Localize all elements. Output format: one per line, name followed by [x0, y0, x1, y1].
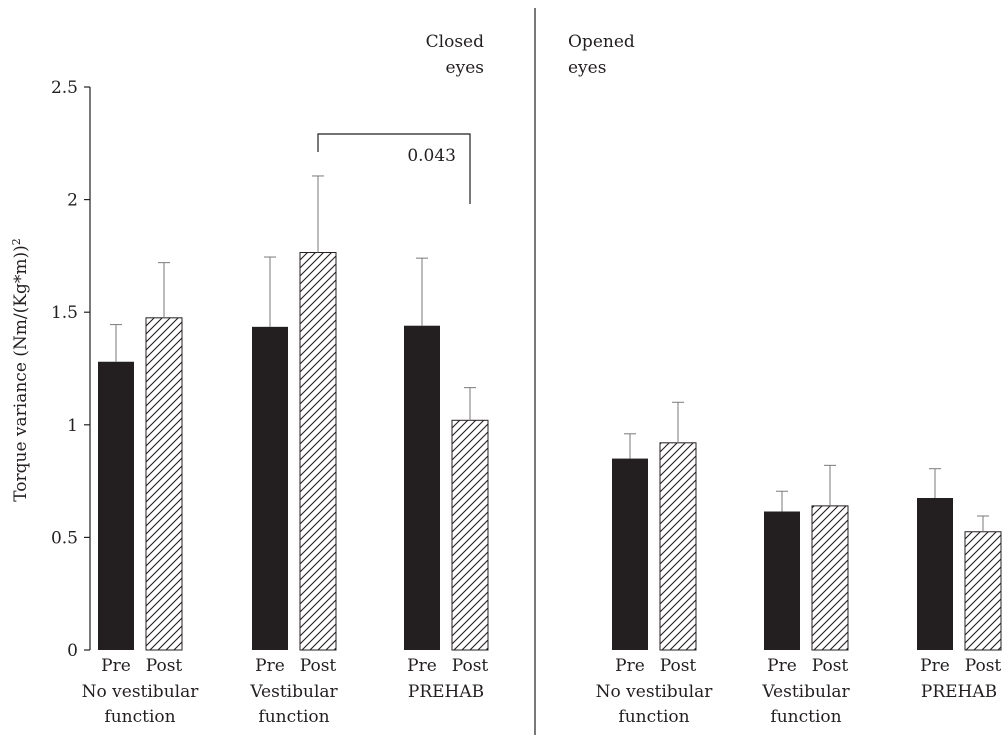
panel-label: eyes: [446, 58, 484, 78]
group-label: function: [770, 707, 841, 727]
bar-label-post: Post: [660, 656, 697, 676]
group-label: No vestibular: [82, 682, 200, 702]
bar-label-post: Post: [452, 656, 489, 676]
bar-post: [145, 317, 183, 651]
bar-post: [659, 442, 697, 651]
bar-label-post: Post: [812, 656, 849, 676]
bar-post: [964, 531, 1002, 651]
group-label: Vestibular: [249, 682, 338, 702]
bar-label-post: Post: [146, 656, 183, 676]
bar-label-post: Post: [965, 656, 1002, 676]
bar-pre: [917, 497, 953, 650]
bar-label-pre: Pre: [407, 656, 437, 676]
y-tick-label: 1: [67, 416, 78, 436]
y-tick-label: 1.5: [51, 303, 78, 323]
bar-pre: [764, 511, 800, 650]
bar-label-post: Post: [300, 656, 337, 676]
bar-pre: [252, 326, 288, 650]
bar-post: [451, 419, 489, 651]
group-label: Vestibular: [761, 682, 850, 702]
group-label: function: [258, 707, 329, 727]
bar-pre: [404, 325, 440, 650]
bar-post: [811, 505, 849, 651]
group-label: function: [104, 707, 175, 727]
y-axis-label: Torque variance (Nm/(Kg*m))2: [10, 238, 32, 502]
labels-layer: Torque variance (Nm/(Kg*m))2 0 0.5 1 1.5 2 2.…: [10, 32, 1002, 727]
axes-layer: [84, 8, 536, 735]
p-value-label: 0.043: [407, 146, 456, 166]
panel-label: Opened: [568, 32, 635, 52]
bar-post: [299, 252, 337, 651]
bar-label-pre: Pre: [615, 656, 645, 676]
y-tick-label: 2.5: [51, 78, 78, 98]
group-label: PREHAB: [408, 682, 484, 702]
panel-label: eyes: [568, 58, 606, 78]
bar-pre: [612, 458, 648, 650]
bar-pre: [98, 361, 134, 650]
panel-label: Closed: [426, 32, 484, 52]
significance-bracket: [317, 133, 471, 204]
bar-label-pre: Pre: [255, 656, 285, 676]
group-label: PREHAB: [921, 682, 997, 702]
group-label: function: [618, 707, 689, 727]
bar-label-pre: Pre: [920, 656, 950, 676]
y-tick-label: 0: [67, 641, 78, 661]
bar-label-pre: Pre: [767, 656, 797, 676]
bars-layer: [98, 133, 1002, 651]
bar-label-pre: Pre: [101, 656, 131, 676]
group-label: No vestibular: [596, 682, 714, 702]
y-tick-label: 2: [67, 191, 78, 211]
y-tick-label: 0.5: [51, 528, 78, 548]
